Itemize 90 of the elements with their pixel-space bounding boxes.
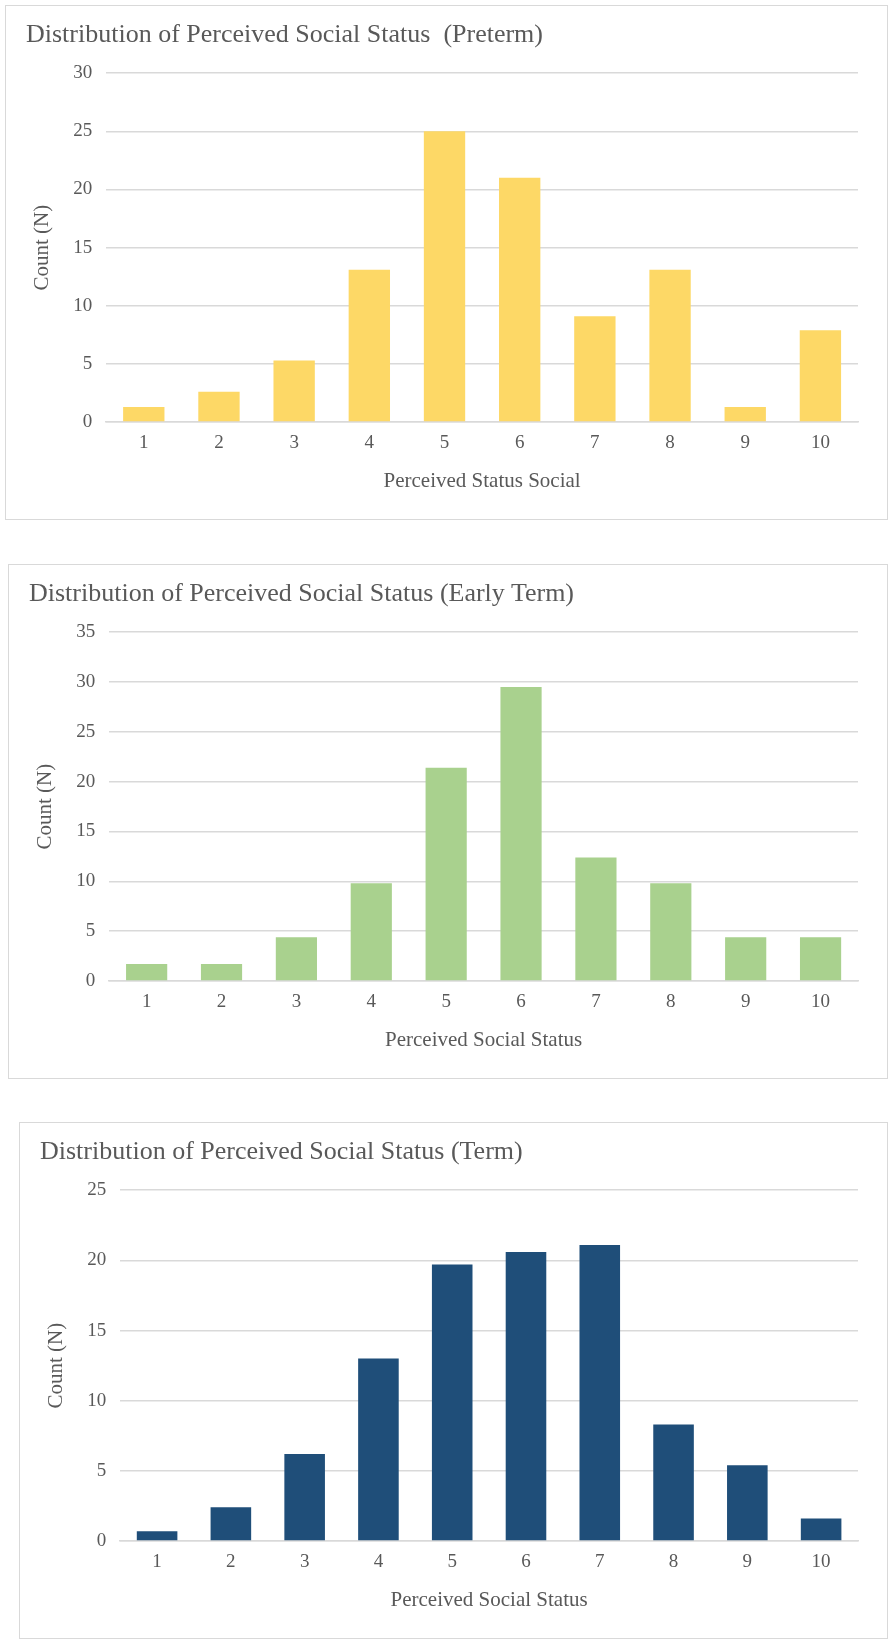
chart-title: Distribution of Perceived Social Status (Term) (40, 1136, 523, 1166)
y-tick-label: 30 (73, 61, 93, 83)
x-tick-label: 6 (521, 1550, 531, 1572)
bar (284, 1454, 325, 1541)
bar (575, 857, 617, 981)
bar (431, 1264, 473, 1541)
x-tick-label: 9 (740, 990, 751, 1012)
bar (500, 687, 542, 981)
bar (198, 391, 240, 422)
bar (358, 1358, 399, 1541)
y-tick-label: 5 (82, 351, 93, 373)
x-tick-label: 2 (214, 431, 224, 453)
y-tick-label: 0 (96, 1528, 107, 1550)
y-tick-label: 25 (76, 719, 96, 741)
x-tick-label: 10 (811, 1550, 831, 1572)
y-tick-label: 20 (76, 769, 96, 791)
bar (350, 883, 392, 981)
y-axis-title: Count (N) (32, 763, 57, 850)
bar (126, 964, 168, 981)
y-tick-label: 0 (82, 409, 93, 431)
y-tick-label: 30 (76, 670, 96, 692)
bar (653, 1424, 694, 1541)
bar (649, 269, 691, 422)
bar (800, 1518, 842, 1541)
x-tick-label: 2 (216, 990, 227, 1012)
bar (348, 269, 390, 422)
y-tick-label: 25 (73, 119, 93, 141)
bar (136, 1531, 178, 1541)
x-tick-label: 2 (226, 1550, 236, 1572)
bar (425, 767, 467, 981)
y-tick-label: 35 (76, 620, 96, 642)
x-tick-label: 7 (590, 431, 600, 453)
x-tick-label: 8 (665, 431, 675, 453)
bar (799, 330, 842, 422)
x-axis-title: Perceived Status Social (383, 467, 581, 492)
x-tick-label: 6 (516, 990, 526, 1012)
bar (499, 177, 541, 422)
y-tick-label: 15 (76, 819, 96, 841)
x-axis-title: Perceived Social Status (390, 1586, 588, 1611)
bar (579, 1244, 621, 1541)
chart-title: Distribution of Perceived Social Status (Early Term) (29, 578, 575, 608)
bar (423, 131, 466, 422)
x-axis-title: Perceived Social Status (385, 1026, 583, 1051)
bar (650, 883, 692, 981)
y-tick-label: 10 (87, 1388, 107, 1410)
x-tick-label: 4 (364, 431, 375, 453)
bar (200, 964, 243, 981)
x-tick-label: 4 (366, 990, 377, 1012)
bar (273, 360, 315, 422)
x-tick-label: 10 (810, 431, 830, 453)
x-tick-label: 7 (591, 990, 601, 1012)
x-tick-label: 1 (141, 990, 152, 1012)
x-tick-label: 3 (299, 1550, 310, 1572)
x-tick-label: 3 (289, 431, 299, 453)
x-tick-label: 9 (742, 1550, 753, 1572)
bar (275, 937, 317, 981)
y-tick-label: 0 (85, 968, 96, 990)
y-tick-label: 20 (87, 1248, 107, 1270)
bar (727, 1465, 768, 1541)
chart-title: Distribution of Perceived Social Status (Preterm) (26, 19, 544, 49)
y-tick-label: 15 (73, 235, 93, 257)
bar (210, 1507, 252, 1541)
x-tick-label: 7 (595, 1550, 605, 1572)
bar (724, 406, 766, 422)
x-tick-label: 6 (514, 431, 525, 453)
x-tick-label: 1 (152, 1550, 162, 1572)
bar (574, 316, 616, 422)
x-tick-label: 5 (441, 990, 451, 1012)
bar (725, 937, 767, 981)
y-tick-label: 10 (73, 293, 93, 315)
x-tick-label: 10 (811, 990, 831, 1012)
y-tick-label: 15 (87, 1318, 107, 1340)
y-tick-label: 5 (85, 919, 96, 941)
y-tick-label: 10 (76, 869, 96, 891)
y-tick-label: 5 (96, 1458, 107, 1480)
y-axis-title: Count (N) (43, 1322, 68, 1409)
y-axis-title: Count (N) (29, 204, 54, 291)
y-tick-label: 25 (87, 1178, 107, 1200)
x-tick-label: 8 (668, 1550, 679, 1572)
bar (123, 406, 165, 422)
x-tick-label: 9 (740, 431, 750, 453)
bar (505, 1251, 547, 1541)
x-tick-label: 5 (439, 431, 450, 453)
x-tick-label: 1 (139, 431, 149, 453)
x-tick-label: 8 (666, 990, 676, 1012)
x-tick-label: 3 (291, 990, 302, 1012)
bar (799, 937, 842, 981)
x-tick-label: 5 (447, 1550, 457, 1572)
y-tick-label: 20 (73, 177, 93, 199)
x-tick-label: 4 (373, 1550, 384, 1572)
